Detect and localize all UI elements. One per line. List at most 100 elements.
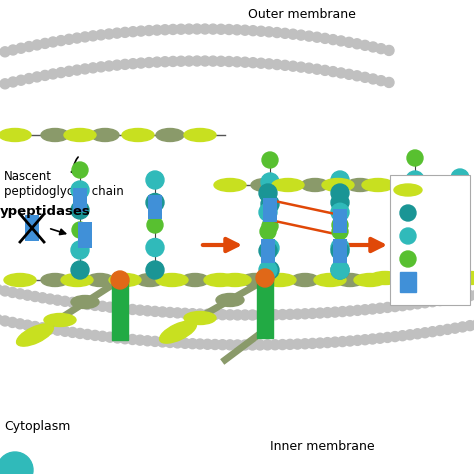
Circle shape <box>188 339 198 349</box>
Circle shape <box>224 25 234 35</box>
Circle shape <box>71 241 89 259</box>
Circle shape <box>312 64 322 74</box>
Bar <box>78 222 92 248</box>
Circle shape <box>216 56 226 66</box>
Circle shape <box>376 76 386 86</box>
Circle shape <box>152 57 162 67</box>
Circle shape <box>331 193 349 211</box>
Circle shape <box>0 314 2 325</box>
Circle shape <box>180 338 190 348</box>
Circle shape <box>296 62 306 72</box>
Circle shape <box>400 251 416 267</box>
Circle shape <box>144 57 154 68</box>
Circle shape <box>80 64 90 74</box>
Circle shape <box>308 338 318 348</box>
Circle shape <box>292 309 302 319</box>
Circle shape <box>232 25 242 35</box>
Circle shape <box>136 58 146 68</box>
Circle shape <box>451 169 469 187</box>
Circle shape <box>375 303 385 313</box>
Circle shape <box>261 173 279 191</box>
Ellipse shape <box>204 273 236 286</box>
Ellipse shape <box>91 128 119 142</box>
Circle shape <box>312 32 322 42</box>
Circle shape <box>240 57 250 67</box>
Circle shape <box>71 201 89 219</box>
Circle shape <box>120 334 130 344</box>
Circle shape <box>383 332 392 342</box>
Circle shape <box>406 193 424 211</box>
Circle shape <box>304 31 314 41</box>
Circle shape <box>53 295 63 305</box>
Circle shape <box>64 34 74 44</box>
Circle shape <box>443 324 453 334</box>
Circle shape <box>53 325 63 335</box>
Circle shape <box>367 334 377 344</box>
Circle shape <box>407 216 423 232</box>
Circle shape <box>176 24 186 34</box>
Circle shape <box>225 310 235 320</box>
Ellipse shape <box>354 273 386 286</box>
Circle shape <box>428 327 438 337</box>
Circle shape <box>67 297 78 308</box>
Circle shape <box>71 181 89 199</box>
Circle shape <box>315 338 325 348</box>
Circle shape <box>331 261 349 279</box>
Circle shape <box>135 305 145 315</box>
Circle shape <box>168 25 178 35</box>
Bar <box>73 188 87 212</box>
Circle shape <box>405 330 415 340</box>
Circle shape <box>450 293 460 303</box>
Circle shape <box>256 58 266 68</box>
Circle shape <box>296 30 306 40</box>
Circle shape <box>248 58 258 68</box>
Circle shape <box>128 27 138 36</box>
Circle shape <box>208 56 218 66</box>
Ellipse shape <box>436 272 464 284</box>
Ellipse shape <box>156 273 188 286</box>
Circle shape <box>218 340 228 350</box>
Circle shape <box>308 309 318 319</box>
Circle shape <box>96 30 106 40</box>
Circle shape <box>90 301 100 310</box>
Circle shape <box>128 335 137 345</box>
Ellipse shape <box>61 273 93 286</box>
Circle shape <box>184 56 194 66</box>
Text: Outer membrane: Outer membrane <box>248 8 356 21</box>
Circle shape <box>320 65 330 75</box>
Circle shape <box>135 335 145 345</box>
Circle shape <box>465 320 474 331</box>
Circle shape <box>264 27 274 37</box>
Circle shape <box>288 29 298 39</box>
Bar <box>112 280 128 340</box>
Circle shape <box>383 302 392 312</box>
Circle shape <box>0 79 10 89</box>
Circle shape <box>360 335 370 345</box>
Circle shape <box>247 310 257 320</box>
Circle shape <box>30 321 40 331</box>
Ellipse shape <box>0 128 31 142</box>
Circle shape <box>331 261 349 279</box>
Circle shape <box>224 56 234 66</box>
Circle shape <box>157 337 167 347</box>
Circle shape <box>98 301 108 311</box>
Circle shape <box>344 37 354 47</box>
Circle shape <box>256 26 266 36</box>
Circle shape <box>98 331 108 341</box>
Circle shape <box>88 31 98 41</box>
Circle shape <box>104 61 114 71</box>
Circle shape <box>146 261 164 279</box>
Circle shape <box>240 25 250 35</box>
Circle shape <box>457 322 467 332</box>
Ellipse shape <box>122 128 154 142</box>
Circle shape <box>451 259 469 277</box>
Text: Nascent
peptidoglycan chain: Nascent peptidoglycan chain <box>4 170 124 198</box>
Ellipse shape <box>184 311 216 325</box>
Bar <box>400 272 416 292</box>
Circle shape <box>112 333 122 343</box>
Circle shape <box>344 69 354 79</box>
Circle shape <box>90 330 100 340</box>
Circle shape <box>0 316 10 326</box>
Circle shape <box>0 284 2 294</box>
Circle shape <box>8 77 18 87</box>
